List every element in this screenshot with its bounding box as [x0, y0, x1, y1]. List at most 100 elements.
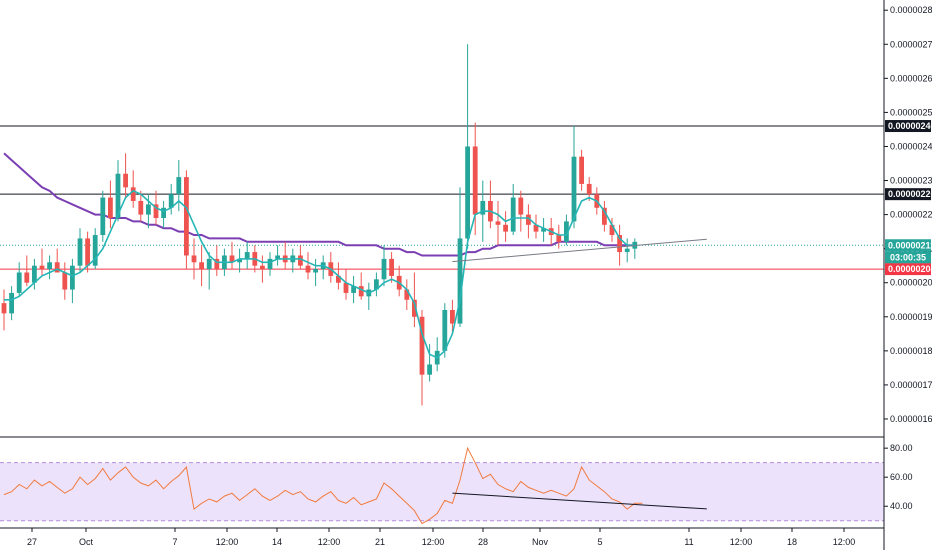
candle	[434, 337, 440, 372]
candle-body	[465, 146, 470, 239]
candle-body	[457, 238, 463, 324]
candle	[305, 252, 311, 280]
last-price-badge: 0.00000211	[888, 240, 932, 250]
level-price-badge-2-bg	[885, 188, 931, 201]
rsi-tick-label: 80.00	[890, 443, 913, 453]
time-tick-label: 7	[172, 537, 177, 547]
candle	[518, 190, 524, 232]
support-trendline[interactable]	[452, 238, 707, 263]
time-tick-label: 28	[478, 537, 488, 547]
candle-body	[168, 194, 174, 208]
candle-body	[77, 238, 83, 266]
candle	[214, 245, 220, 276]
candle-body	[115, 173, 121, 218]
candle-body	[229, 255, 235, 263]
candle-body	[586, 183, 592, 195]
price-pane[interactable]	[0, 44, 884, 406]
candle	[564, 214, 569, 246]
candle-body	[624, 248, 630, 253]
time-tick-label: 12:00	[422, 537, 445, 547]
candle	[624, 238, 630, 263]
time-tick-label: 12:00	[318, 537, 341, 547]
rsi-pane[interactable]	[0, 446, 884, 525]
candle-body	[389, 258, 394, 276]
candle-body	[9, 292, 14, 314]
candle-body	[206, 258, 212, 270]
time-tick-label: 12:00	[216, 537, 239, 547]
time-tick-label: 21	[375, 537, 385, 547]
candle-body	[298, 255, 303, 266]
level-price-badge-1-bg	[885, 120, 931, 133]
candle-body	[100, 197, 106, 236]
level-price-badge-3-bg	[885, 263, 931, 276]
candle	[32, 258, 37, 290]
level-price-badge-1: 0.00000246	[888, 121, 932, 131]
candle	[313, 258, 318, 287]
candle-body	[47, 262, 52, 270]
candle	[70, 258, 75, 304]
candle-body	[108, 197, 113, 218]
candle-body	[161, 207, 166, 218]
candle	[526, 204, 531, 239]
candle-body	[579, 156, 584, 184]
candle	[503, 211, 508, 242]
countdown-badge-bg	[885, 251, 931, 264]
candle	[396, 265, 402, 297]
candle	[556, 224, 562, 249]
countdown-badge: 03:00:35	[890, 252, 926, 262]
slow-moving-average-line	[3, 152, 635, 257]
candle	[343, 269, 349, 300]
time-tick-label: 14	[272, 537, 282, 547]
candle-body	[609, 224, 615, 236]
candle	[404, 279, 410, 310]
candle	[457, 187, 463, 327]
candle-body	[556, 235, 562, 242]
candle-body	[351, 286, 356, 293]
rsi-line	[3, 446, 643, 525]
candle-body	[602, 207, 607, 225]
candle	[320, 255, 326, 280]
rsi-band	[0, 462, 884, 521]
candle-body	[427, 364, 432, 375]
candle	[108, 180, 113, 229]
candle-body	[214, 258, 220, 270]
candle	[412, 272, 417, 327]
candle	[609, 218, 615, 242]
candle-body	[358, 286, 364, 297]
candle	[92, 228, 98, 270]
rsi-divergence-line[interactable]	[452, 492, 707, 510]
candle-body	[571, 156, 577, 222]
candle-body	[343, 282, 349, 293]
candle	[510, 183, 516, 236]
candle	[328, 252, 334, 283]
candle	[115, 160, 121, 222]
candle-body	[518, 197, 524, 215]
candle	[381, 245, 387, 287]
candle	[123, 153, 128, 198]
candle	[237, 248, 242, 273]
candle	[495, 200, 501, 246]
candle-body	[146, 204, 151, 215]
time-tick-label: Nov	[532, 537, 549, 547]
candle-body	[184, 177, 189, 256]
time-tick-label: 12:00	[833, 537, 856, 547]
time-tick-label: 27	[27, 537, 37, 547]
candle-body	[419, 316, 425, 375]
candle	[206, 252, 212, 290]
candle-body	[617, 235, 622, 253]
time-tick-label: 18	[787, 537, 797, 547]
candle-body	[54, 262, 60, 273]
candle	[282, 241, 288, 270]
candle	[77, 228, 83, 273]
candle	[450, 299, 455, 334]
candle-body	[191, 255, 197, 263]
